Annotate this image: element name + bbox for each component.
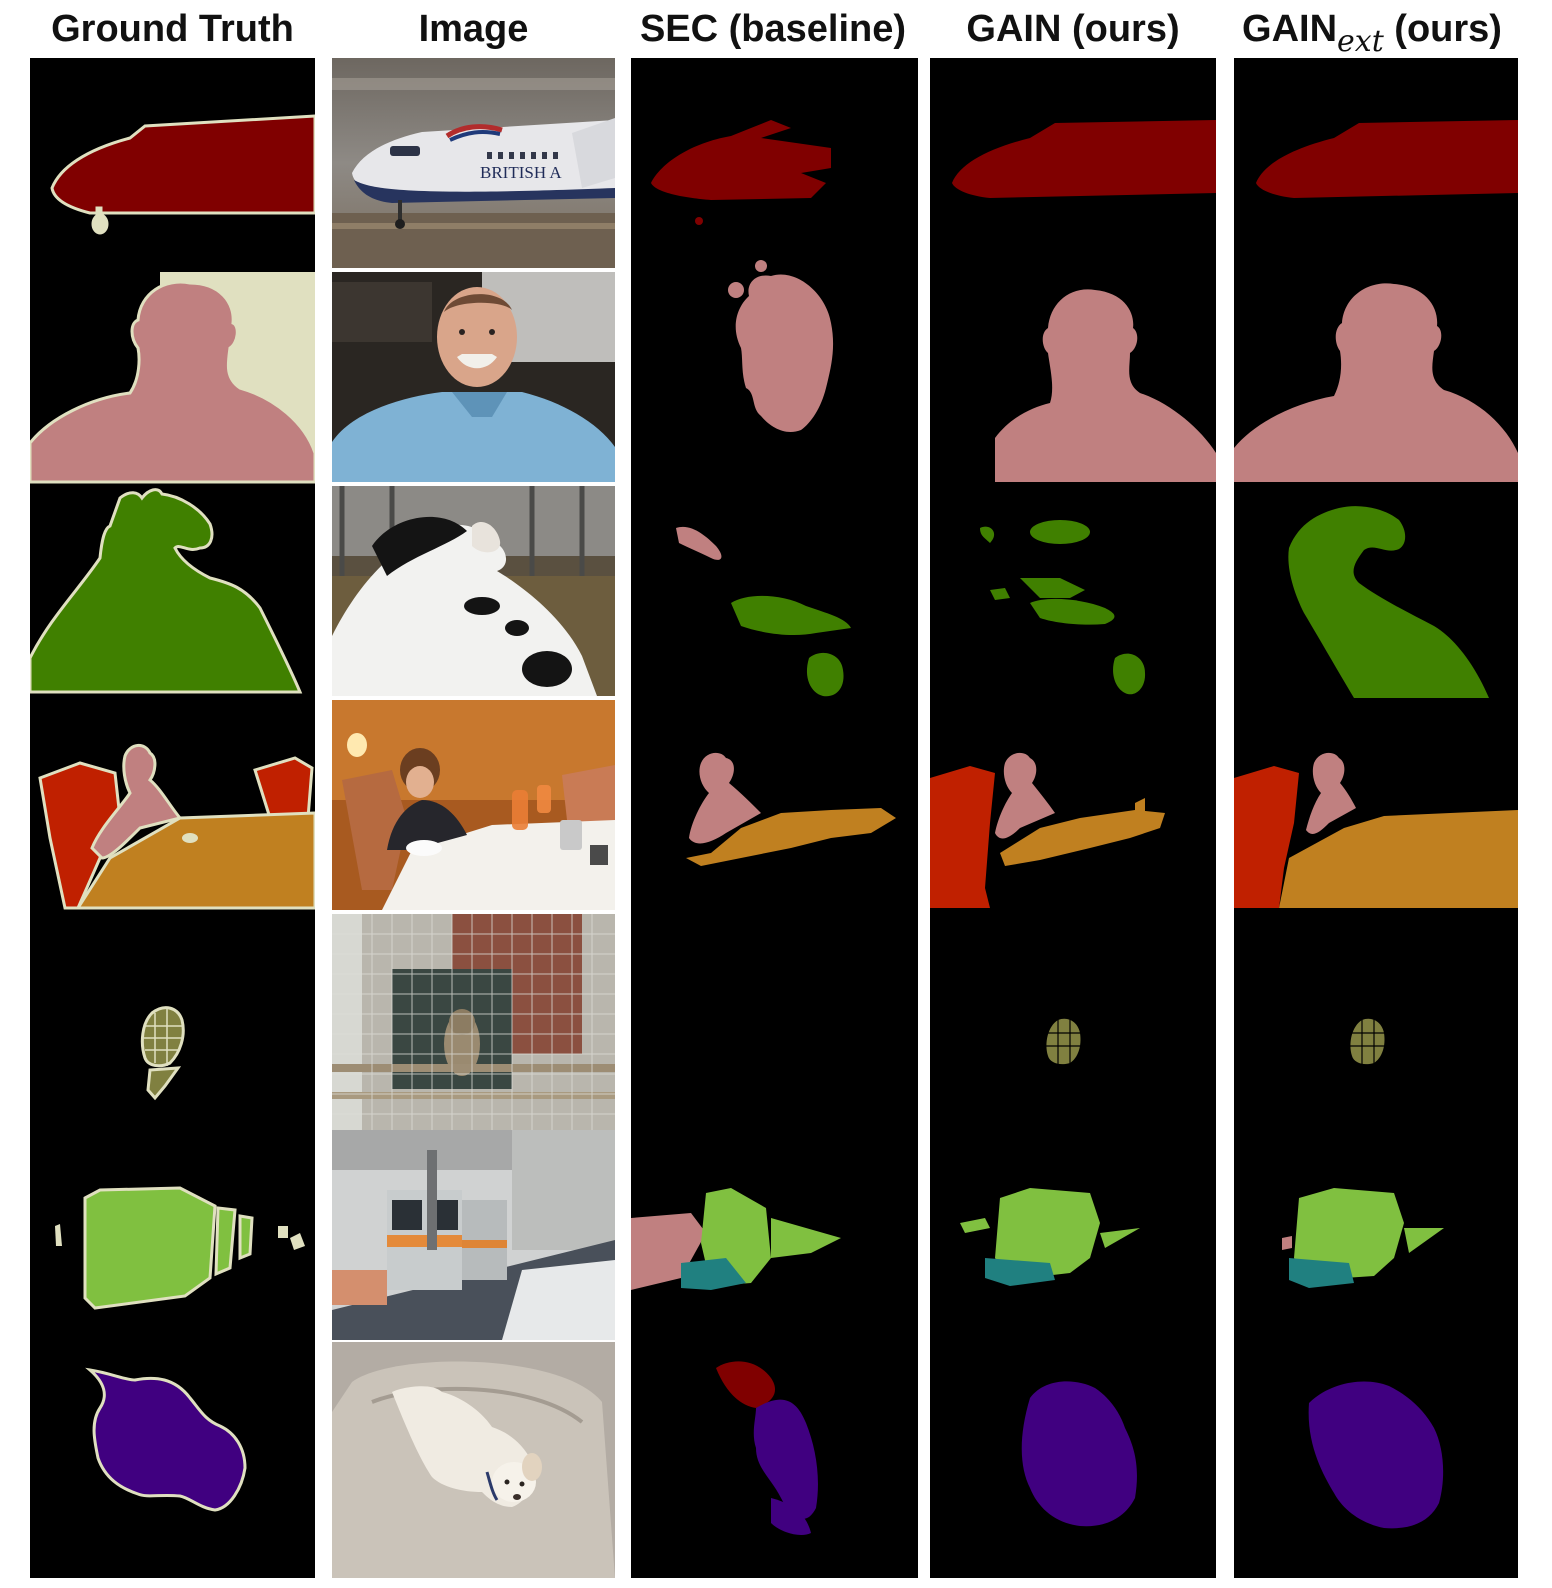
photo-airplane: BRITISH A <box>332 58 615 268</box>
header-ground-truth: Ground Truth <box>51 8 294 50</box>
gt-person-mask <box>30 272 315 484</box>
photo-child-dining <box>332 700 615 910</box>
gt-airplane-mask <box>50 114 315 235</box>
gain-airplane-mask <box>952 120 1216 198</box>
gain-ext-masks <box>1234 120 1518 1529</box>
gain-ext-dog-mask <box>1308 1381 1444 1529</box>
gain-ext-airplane-mask <box>1256 120 1518 198</box>
gain-ext-suffix: (ours) <box>1383 8 1502 50</box>
column-ground-truth <box>30 58 315 1578</box>
header-gain: GAIN (ours) <box>966 8 1180 50</box>
sec-dining-mask <box>686 752 896 866</box>
gain-owl-mask <box>1046 1018 1082 1066</box>
gt-owl-mask <box>140 1006 185 1101</box>
photo-owl <box>332 914 615 1130</box>
gain-ext-person-mask <box>1234 283 1518 482</box>
gain-dining-mask <box>930 752 1165 908</box>
photo-train <box>332 1130 615 1340</box>
sec-dog-mask <box>716 1361 818 1535</box>
header-gain-ext: GAINext (ours) <box>1222 4 1522 59</box>
photo-dog <box>332 1342 615 1578</box>
gain-ext-subscript: ext <box>1337 24 1384 59</box>
column-gain <box>930 58 1216 1578</box>
column-sec-baseline <box>631 58 918 1578</box>
gain-cow-mask <box>980 520 1146 695</box>
column-image: BRITISH A <box>332 58 615 1578</box>
ground-truth-masks <box>30 114 315 1512</box>
gain-masks <box>930 120 1216 1527</box>
photo-person <box>332 272 615 482</box>
gain-person-mask <box>995 289 1216 482</box>
gain-dog-mask <box>1021 1381 1137 1527</box>
photo-airplane-text: BRITISH A <box>480 163 562 182</box>
sec-train-mask <box>631 1188 841 1290</box>
photo-cow <box>332 486 615 696</box>
sec-masks <box>631 120 896 1535</box>
gt-dining-mask <box>38 744 315 910</box>
gain-ext-dining-mask <box>1234 752 1518 908</box>
gain-train-mask <box>960 1188 1140 1286</box>
gain-ext-prefix: GAIN <box>1242 8 1338 50</box>
sec-airplane-mask <box>651 120 831 200</box>
gain-ext-cow-mask <box>1288 506 1494 698</box>
gt-dog-mask <box>85 1367 247 1512</box>
gt-cow-mask <box>30 488 303 694</box>
gain-ext-train-mask <box>1282 1188 1444 1288</box>
gain-ext-owl-mask <box>1350 1018 1386 1066</box>
column-gain-ext <box>1234 58 1518 1578</box>
header-image: Image <box>418 8 529 50</box>
gt-train-mask <box>55 1186 305 1310</box>
sec-cow-mask <box>676 526 851 697</box>
sec-person-mask <box>735 274 834 433</box>
header-sec-baseline: SEC (baseline) <box>639 8 907 50</box>
